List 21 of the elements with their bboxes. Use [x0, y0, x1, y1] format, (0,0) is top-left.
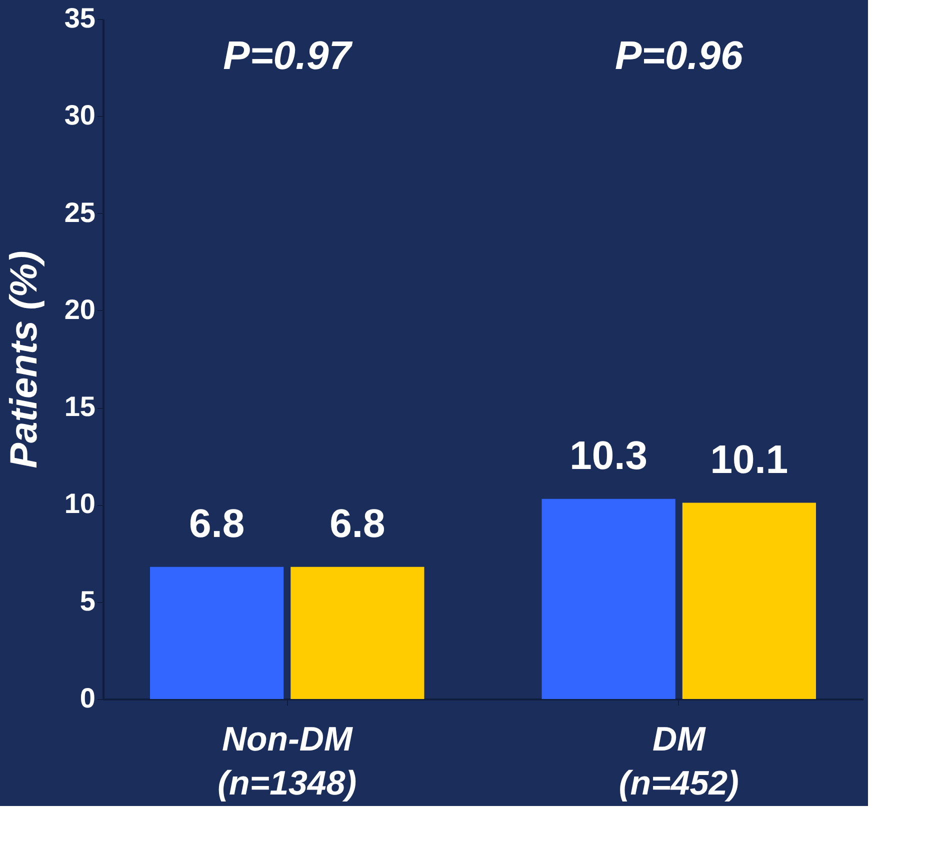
y-tick-label: 15 — [64, 391, 96, 422]
data-label: 10.3 — [570, 434, 648, 478]
bar — [290, 566, 424, 699]
x-tick-label: DM (n=452) — [618, 720, 739, 802]
y-tick-label: 10 — [64, 488, 96, 520]
y-tick-label: 0 — [80, 682, 96, 714]
data-label: 10.1 — [710, 438, 788, 482]
data-label: 6.8 — [330, 502, 386, 546]
y-tick-label: 5 — [80, 585, 96, 616]
annotation: P=0.96 — [614, 34, 744, 78]
y-axis-title: Patients (%) — [3, 250, 46, 468]
y-tick-label: 35 — [64, 2, 96, 34]
x-tick-label: Non-DM (n=1348) — [218, 720, 357, 802]
data-label: 6.8 — [189, 502, 245, 546]
bar — [682, 502, 816, 699]
y-tick-label: 25 — [64, 196, 96, 228]
y-tick-label: 20 — [64, 294, 96, 325]
annotation: P=0.97 — [223, 34, 353, 78]
bar — [542, 498, 676, 699]
y-tick-label: 30 — [64, 100, 96, 131]
bar — [150, 566, 284, 699]
